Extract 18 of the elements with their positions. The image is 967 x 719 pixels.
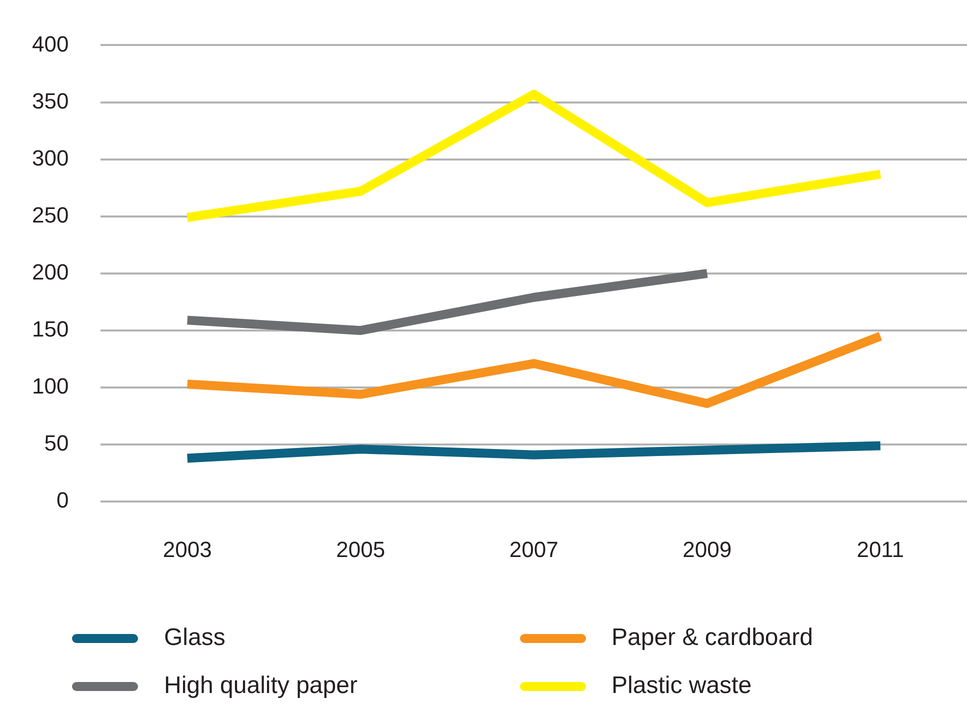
legend-label: Paper & cardboard: [612, 624, 813, 652]
legend-label: High quality paper: [164, 672, 358, 700]
y-tick-label: 50: [44, 430, 69, 456]
x-tick-label: 2011: [856, 536, 904, 562]
y-tick-label: 300: [32, 145, 69, 170]
x-tick-label: 2003: [162, 536, 212, 562]
y-tick-label: 0: [56, 488, 69, 513]
x-tick-label: 2007: [509, 536, 558, 562]
y-tick-label: 400: [32, 31, 69, 56]
x-tick-label: 2009: [682, 536, 732, 562]
legend-label: Plastic waste: [612, 672, 752, 700]
y-tick-label: 150: [32, 316, 69, 342]
y-tick-label: 250: [32, 202, 69, 228]
y-tick-label: 100: [32, 374, 69, 399]
legend-label: Glass: [164, 624, 226, 652]
y-tick-label: 200: [32, 259, 69, 284]
y-tick-label: 350: [32, 88, 69, 114]
x-tick-label: 2005: [336, 536, 386, 562]
